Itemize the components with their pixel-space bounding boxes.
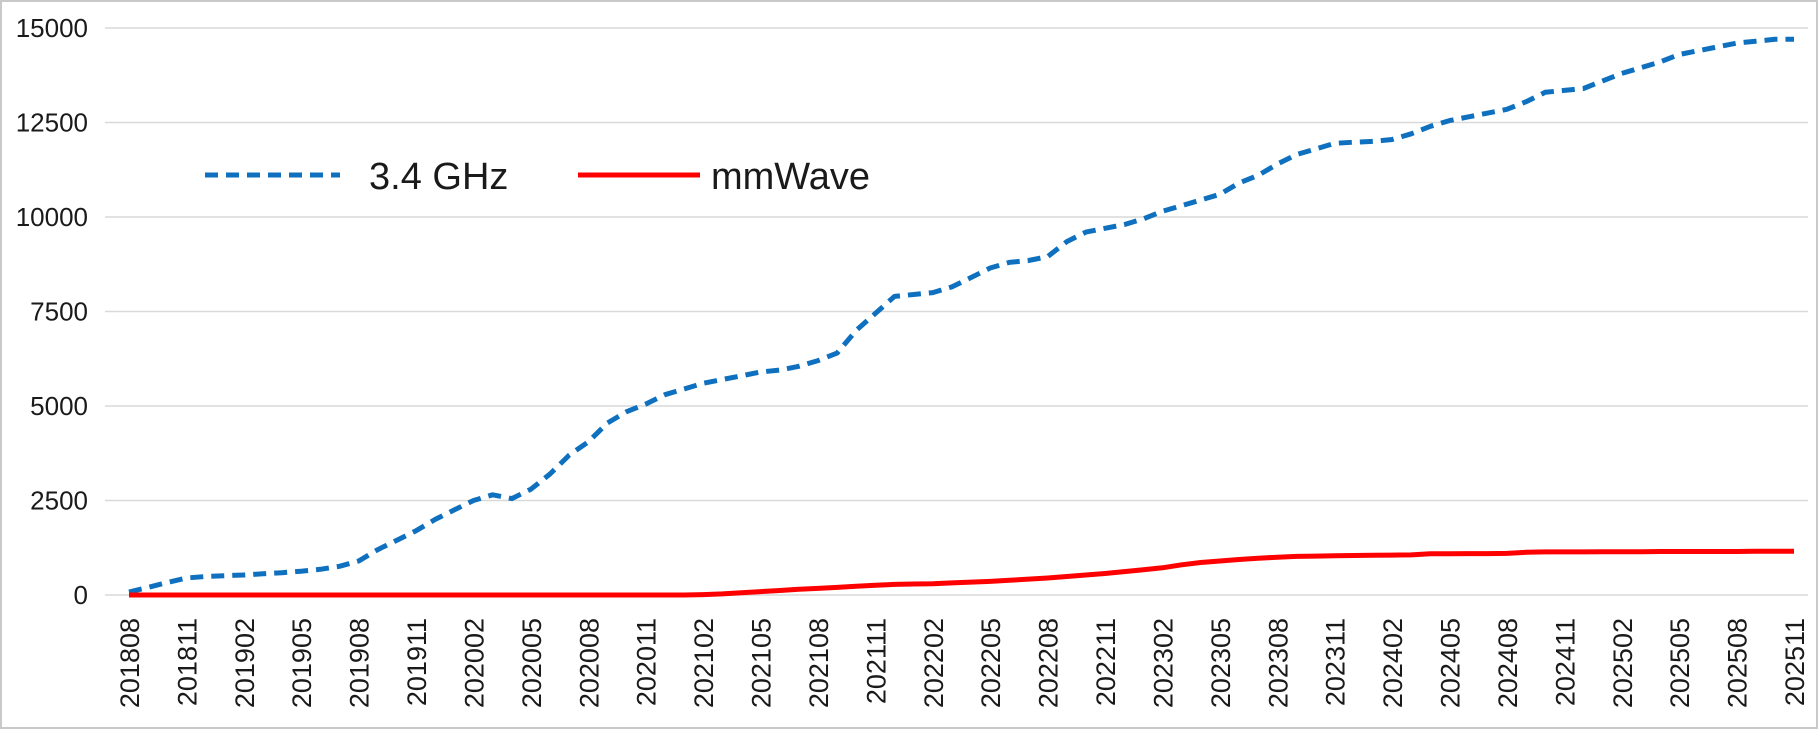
x-axis-tick-label: 202005 [517, 618, 547, 708]
y-axis-tick-label: 5000 [30, 391, 88, 421]
y-axis-tick-label: 12500 [16, 108, 88, 138]
x-axis-tick-label: 202402 [1378, 618, 1408, 708]
x-axis-tick-label: 201811 [172, 618, 202, 706]
x-axis-tick-label: 202111 [861, 618, 891, 704]
x-axis-tick-label: 202105 [747, 618, 777, 708]
x-axis-tick-label: 202211 [1091, 618, 1121, 706]
x-axis-tick-label: 202208 [1034, 618, 1064, 708]
gridlines [105, 27, 1808, 596]
x-axis-tick-label: 202308 [1263, 618, 1293, 708]
x-axis-tick-label: 202511 [1780, 618, 1810, 706]
y-axis-tick-label: 10000 [16, 202, 88, 232]
x-axis-tick-label: 202202 [919, 618, 949, 708]
legend-label: 3.4 GHz [369, 156, 508, 198]
x-axis-tick-label: 202311 [1321, 618, 1351, 706]
x-axis-tick-label: 201911 [402, 618, 432, 706]
x-axis-tick-label: 201905 [287, 618, 317, 708]
x-axis-tick-label: 202008 [574, 618, 604, 708]
series-line-mmwave [129, 548, 1795, 598]
x-axis-tick-label: 201902 [230, 618, 260, 708]
x-axis-tick-label: 202411 [1550, 618, 1580, 706]
legend-label: mmWave [711, 156, 870, 198]
x-axis-tick-label: 202002 [459, 618, 489, 708]
x-axis-tick-label: 202205 [976, 618, 1006, 708]
y-axis-tick-label: 0 [74, 580, 88, 610]
x-axis-tick-label: 202011 [632, 618, 662, 706]
y-axis-tick-label: 2500 [30, 486, 88, 516]
x-axis-tick-label: 201808 [115, 618, 145, 708]
x-axis-tick-label: 202502 [1608, 618, 1638, 708]
x-axis-tick-label: 201908 [345, 618, 375, 708]
legend-item-3-4-ghz: 3.4 GHz [205, 156, 508, 198]
y-axis-tick-label: 7500 [30, 297, 88, 327]
y-axis-tick-label: 15000 [16, 13, 88, 43]
x-axis-tick-label: 202505 [1665, 618, 1695, 708]
x-axis-tick-label: 202508 [1723, 618, 1753, 708]
legend: 3.4 GHz mmWave [205, 156, 870, 198]
x-axis-tick-label: 202408 [1493, 618, 1523, 708]
x-axis-tick-label: 202102 [689, 618, 719, 708]
x-axis-tick-label: 202108 [804, 618, 834, 708]
x-axis-tick-label: 202302 [1148, 618, 1178, 708]
legend-item-mmwave: mmWave [578, 156, 870, 198]
x-axis-tick-label: 202305 [1206, 618, 1236, 708]
x-axis-tick-label: 202405 [1436, 618, 1466, 708]
